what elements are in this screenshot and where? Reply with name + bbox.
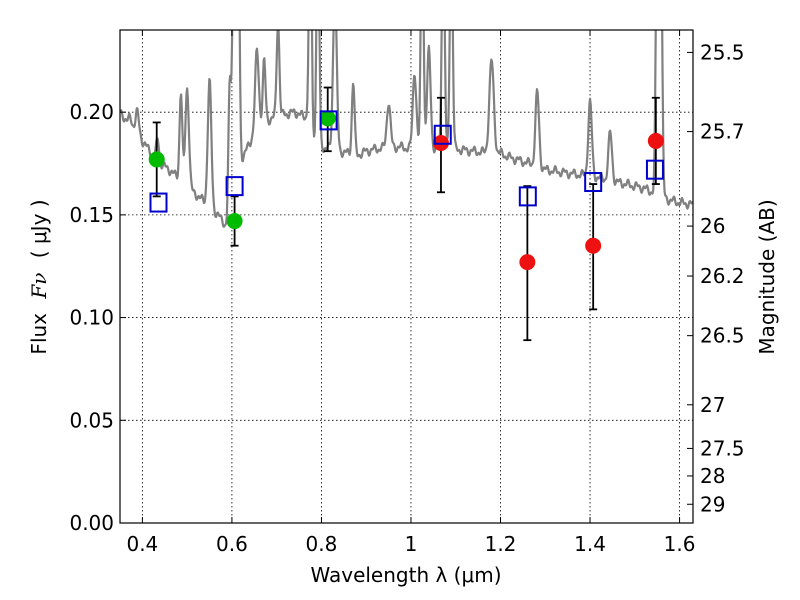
model-spectrum xyxy=(120,30,693,228)
magnitude-tick-label: 25.7 xyxy=(700,120,745,144)
x-tick-label: 0.8 xyxy=(306,532,338,556)
x-tick-label: 1.4 xyxy=(574,532,606,556)
data-point xyxy=(647,132,664,149)
magnitude-tick-label: 28 xyxy=(700,464,725,488)
model-point xyxy=(319,110,338,131)
data-point xyxy=(226,213,243,230)
svg-text:Flux Fν ( μJy ): Flux Fν ( μJy ) xyxy=(27,199,51,354)
model-point xyxy=(584,172,603,193)
magnitude-tick-label: 25.5 xyxy=(700,40,745,64)
spectrum-line xyxy=(120,30,693,228)
plot-frame xyxy=(119,29,694,524)
x-tick-label: 0.4 xyxy=(126,532,158,556)
magnitude-tick-label: 26 xyxy=(700,214,725,238)
y-tick-label: 0.15 xyxy=(69,203,114,227)
x-tick-label: 1.6 xyxy=(664,532,696,556)
model-point xyxy=(225,176,244,197)
photometry-points xyxy=(148,86,664,342)
model-point xyxy=(518,186,537,207)
x-tick-label: 1.2 xyxy=(485,532,517,556)
x-tick-label: 0.6 xyxy=(216,532,248,556)
magnitude-tick-label: 26.5 xyxy=(700,324,745,348)
magnitude-tick-label: 26.2 xyxy=(700,264,745,288)
x-tick-label: 1 xyxy=(405,532,418,556)
y-axis-label-text: Flux xyxy=(27,313,51,355)
magnitude-tick-label: 29 xyxy=(700,492,725,516)
y-tick-label: 0.10 xyxy=(69,306,114,330)
y-axis-label: Flux Fν ( μJy ) xyxy=(27,199,51,354)
magnitude-tick-label: 27 xyxy=(700,393,725,417)
right-axis-label: Magnitude (AB) xyxy=(755,199,779,354)
y-tick-label: 0.00 xyxy=(69,511,114,535)
model-point xyxy=(433,124,452,145)
y-tick-label: 0.05 xyxy=(69,408,114,432)
y-axis-label-symbol: Fν xyxy=(27,273,51,300)
x-axis-label: Wavelength λ (μm) xyxy=(310,563,501,587)
magnitude-tick-label: 27.5 xyxy=(700,436,745,460)
data-point xyxy=(148,151,165,168)
axis-ticks: 0.4 0.6 0.8 1 1.2 1.4 1.6 0.00 0.05 0.10 0.15 0.20 2… xyxy=(69,30,745,556)
data-point xyxy=(319,110,336,127)
y-tick-label: 0.20 xyxy=(69,100,114,124)
model-point xyxy=(645,159,664,180)
data-point xyxy=(585,237,602,254)
data-point xyxy=(519,254,536,271)
y-axis-label-unit: ( μJy ) xyxy=(27,199,51,258)
grid xyxy=(120,30,693,523)
model-point xyxy=(149,192,168,213)
